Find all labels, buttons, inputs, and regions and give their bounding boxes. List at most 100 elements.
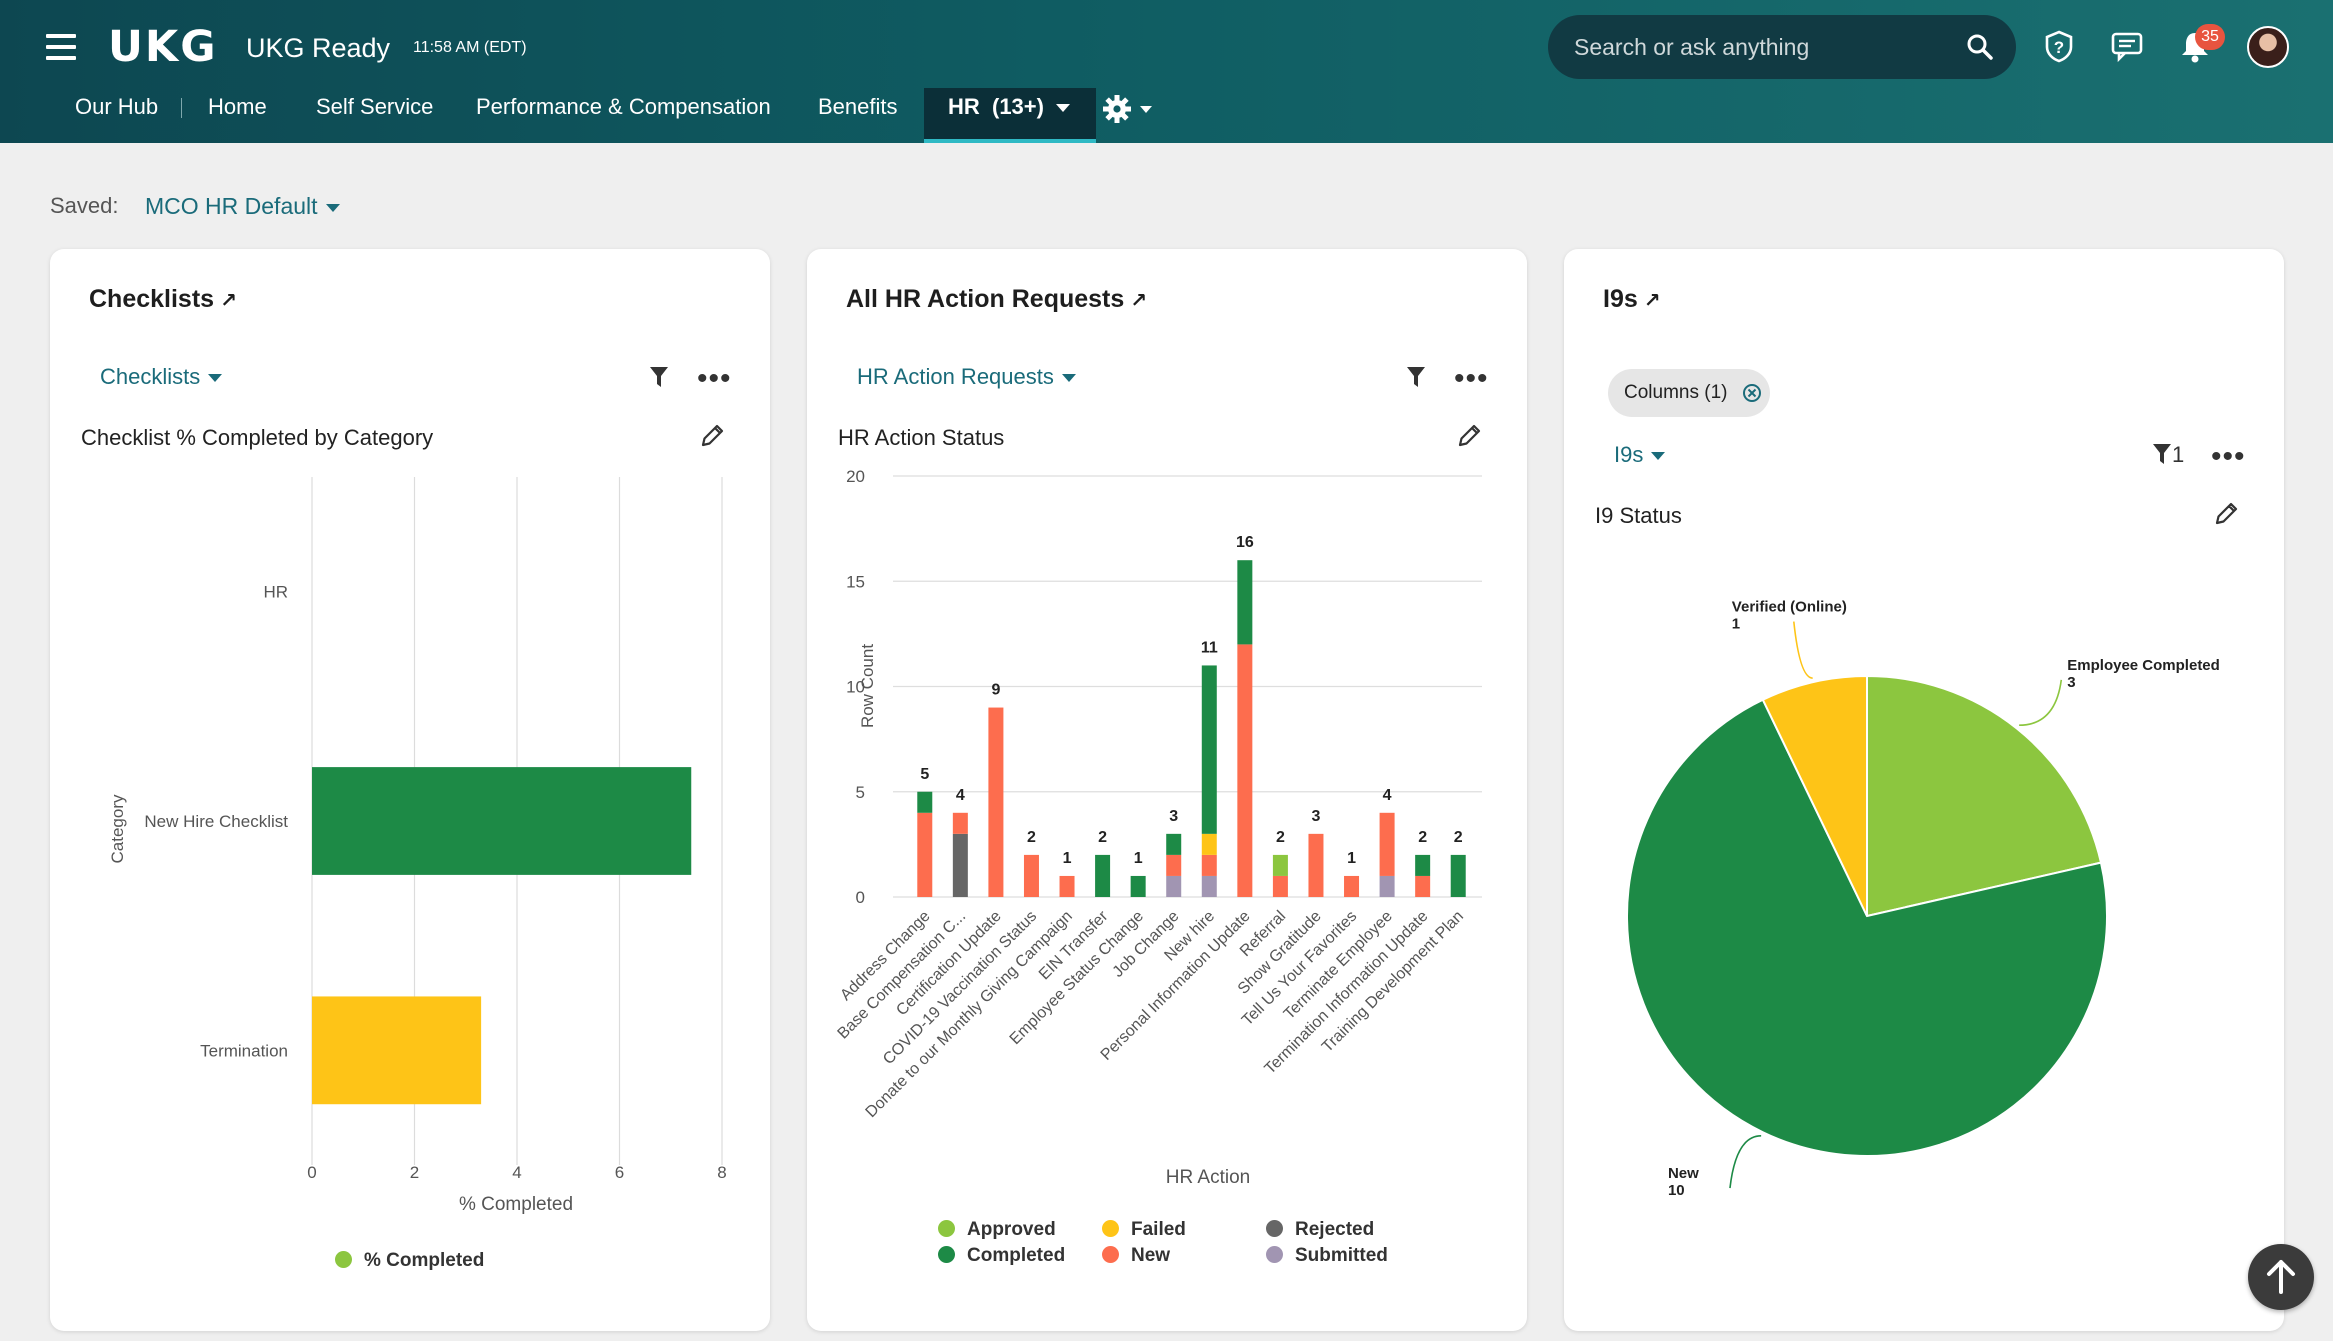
gear-icon[interactable] bbox=[1102, 94, 1158, 124]
pie-slice-employee-completed[interactable] bbox=[1866, 674, 2103, 918]
more-options-icon[interactable]: ••• bbox=[697, 362, 732, 395]
pie-slice-verified-online[interactable] bbox=[1761, 674, 1868, 917]
legend-label: Approved bbox=[967, 1219, 1056, 1240]
filter-icon[interactable] bbox=[649, 366, 669, 388]
legend-dot bbox=[1102, 1246, 1119, 1263]
bar-segment-new[interactable] bbox=[917, 812, 933, 897]
edit-pencil-icon[interactable] bbox=[1455, 422, 1483, 450]
bar-segment-new[interactable] bbox=[1272, 875, 1288, 897]
data-label: 11 bbox=[1201, 639, 1218, 656]
nav-item-hr[interactable]: HR (13+) bbox=[924, 88, 1096, 143]
columns-filter-chip[interactable]: Columns (1) bbox=[1608, 369, 1770, 417]
i9s-dropdown[interactable]: I9s bbox=[1614, 442, 1666, 468]
x-tick-label: 8 bbox=[717, 1163, 726, 1182]
legend-item-approved[interactable]: Approved bbox=[938, 1219, 1056, 1241]
legend-item-submitted[interactable]: Submitted bbox=[1266, 1245, 1388, 1267]
bar-segment-new[interactable] bbox=[1308, 833, 1324, 897]
legend-item-failed[interactable]: Failed bbox=[1102, 1219, 1186, 1241]
data-label: 2 bbox=[1098, 829, 1107, 846]
i9s-card-title[interactable]: I9s ↗ bbox=[1603, 285, 1661, 314]
nav-item-benefits[interactable]: Benefits bbox=[818, 94, 898, 119]
leader-line bbox=[2019, 679, 2063, 727]
bar-segment-submitted[interactable] bbox=[1166, 875, 1182, 897]
y-tick-label: 20 bbox=[846, 467, 865, 486]
bar-segment-new[interactable] bbox=[1201, 854, 1217, 876]
filter-button[interactable]: 1 bbox=[2152, 442, 2184, 468]
bar-segment-completed[interactable] bbox=[1415, 854, 1431, 876]
bar-segment-new[interactable] bbox=[1237, 644, 1253, 897]
bar-segment-submitted[interactable] bbox=[1201, 875, 1217, 897]
y-tick-label: 10 bbox=[846, 678, 865, 697]
more-options-icon[interactable]: ••• bbox=[2211, 440, 2246, 473]
y-axis-title: Category bbox=[108, 794, 127, 863]
bar-segment-new[interactable] bbox=[1059, 875, 1075, 897]
filter-icon[interactable] bbox=[1406, 366, 1426, 388]
bar-segment-completed[interactable] bbox=[917, 791, 933, 813]
chat-icon[interactable] bbox=[2109, 28, 2145, 64]
legend-item-rejected[interactable]: Rejected bbox=[1266, 1219, 1374, 1241]
scroll-to-top-button[interactable] bbox=[2248, 1244, 2314, 1310]
bar-segment-completed[interactable] bbox=[1130, 875, 1146, 897]
pie-slice-new[interactable] bbox=[1626, 698, 2108, 1157]
nav-item-self-service[interactable]: Self Service bbox=[316, 94, 434, 119]
pie-value-label: 1 bbox=[1732, 616, 1740, 633]
bar-segment-new[interactable] bbox=[1415, 875, 1431, 897]
saved-view-dropdown[interactable]: MCO HR Default bbox=[145, 193, 340, 220]
x-tick-label: 0 bbox=[307, 1163, 316, 1182]
bar-segment-new[interactable] bbox=[988, 707, 1004, 897]
data-label: 2 bbox=[1418, 829, 1427, 846]
hr-action-requests-card-title[interactable]: All HR Action Requests ↗ bbox=[846, 285, 1147, 314]
i9-status-chart-title: I9 Status bbox=[1595, 503, 1682, 528]
chevron-down-icon bbox=[1061, 374, 1076, 383]
help-icon[interactable]: ? bbox=[2041, 28, 2077, 64]
legend-label: Failed bbox=[1131, 1219, 1186, 1240]
external-link-icon: ↗ bbox=[1643, 290, 1661, 312]
i9s-card-title-text: I9s bbox=[1603, 285, 1638, 313]
bar-new-hire-checklist[interactable] bbox=[312, 767, 692, 875]
legend-item-percent-completed[interactable]: % Completed bbox=[335, 1250, 484, 1272]
bar-segment-completed[interactable] bbox=[1166, 833, 1182, 855]
global-search bbox=[1548, 15, 2016, 79]
bar-termination[interactable] bbox=[312, 996, 482, 1105]
legend-item-completed[interactable]: Completed bbox=[938, 1245, 1065, 1267]
hr-action-requests-dropdown[interactable]: HR Action Requests bbox=[857, 364, 1076, 390]
external-link-icon: ↗ bbox=[220, 290, 237, 312]
legend-item-new[interactable]: New bbox=[1102, 1245, 1170, 1267]
bar-segment-new[interactable] bbox=[1379, 812, 1395, 876]
clear-filter-icon[interactable] bbox=[1742, 383, 1762, 403]
checklists-card-title[interactable]: Checklists ↗ bbox=[89, 285, 237, 314]
nav-item-hr-label: HR (13+) bbox=[948, 94, 1044, 119]
bar-segment-approved[interactable] bbox=[1272, 854, 1288, 876]
nav-item-performance-compensation[interactable]: Performance & Compensation bbox=[476, 94, 771, 119]
bar-segment-new[interactable] bbox=[1166, 854, 1182, 876]
bar-segment-rejected[interactable] bbox=[952, 833, 968, 897]
bar-segment-failed[interactable] bbox=[1201, 833, 1217, 855]
data-label: 16 bbox=[1236, 534, 1254, 551]
product-name: UKG Ready bbox=[246, 33, 391, 63]
bar-segment-completed[interactable] bbox=[1095, 854, 1111, 897]
bar-segment-new[interactable] bbox=[1344, 875, 1360, 897]
main-nav: Our Hub Home Self Service Performance & … bbox=[0, 88, 1200, 143]
more-options-icon[interactable]: ••• bbox=[1454, 362, 1489, 395]
legend-label: % Completed bbox=[364, 1250, 485, 1271]
bar-segment-completed[interactable] bbox=[1237, 560, 1253, 645]
checklists-dropdown[interactable]: Checklists bbox=[100, 364, 223, 390]
edit-pencil-icon[interactable] bbox=[698, 422, 726, 450]
nav-item-our-hub[interactable]: Our Hub bbox=[75, 94, 159, 119]
pie-value-label: 10 bbox=[1668, 1182, 1685, 1199]
search-input[interactable] bbox=[1574, 15, 1954, 79]
nav-item-home[interactable]: Home bbox=[208, 94, 267, 119]
pie-label: Verified (Online) bbox=[1732, 599, 1847, 616]
bar-segment-completed[interactable] bbox=[1450, 854, 1466, 897]
search-icon[interactable] bbox=[1966, 33, 1994, 61]
notification-badge: 35 bbox=[2195, 24, 2225, 50]
edit-pencil-icon[interactable] bbox=[2212, 500, 2240, 528]
bar-segment-new[interactable] bbox=[952, 812, 968, 834]
ukg-logo[interactable]: UKG bbox=[108, 22, 218, 72]
bar-segment-new[interactable] bbox=[1023, 854, 1039, 897]
pie-label: New bbox=[1668, 1165, 1699, 1182]
bar-segment-submitted[interactable] bbox=[1379, 875, 1395, 897]
menu-icon[interactable] bbox=[46, 34, 76, 60]
bar-segment-completed[interactable] bbox=[1201, 665, 1217, 834]
user-avatar[interactable] bbox=[2247, 26, 2289, 68]
